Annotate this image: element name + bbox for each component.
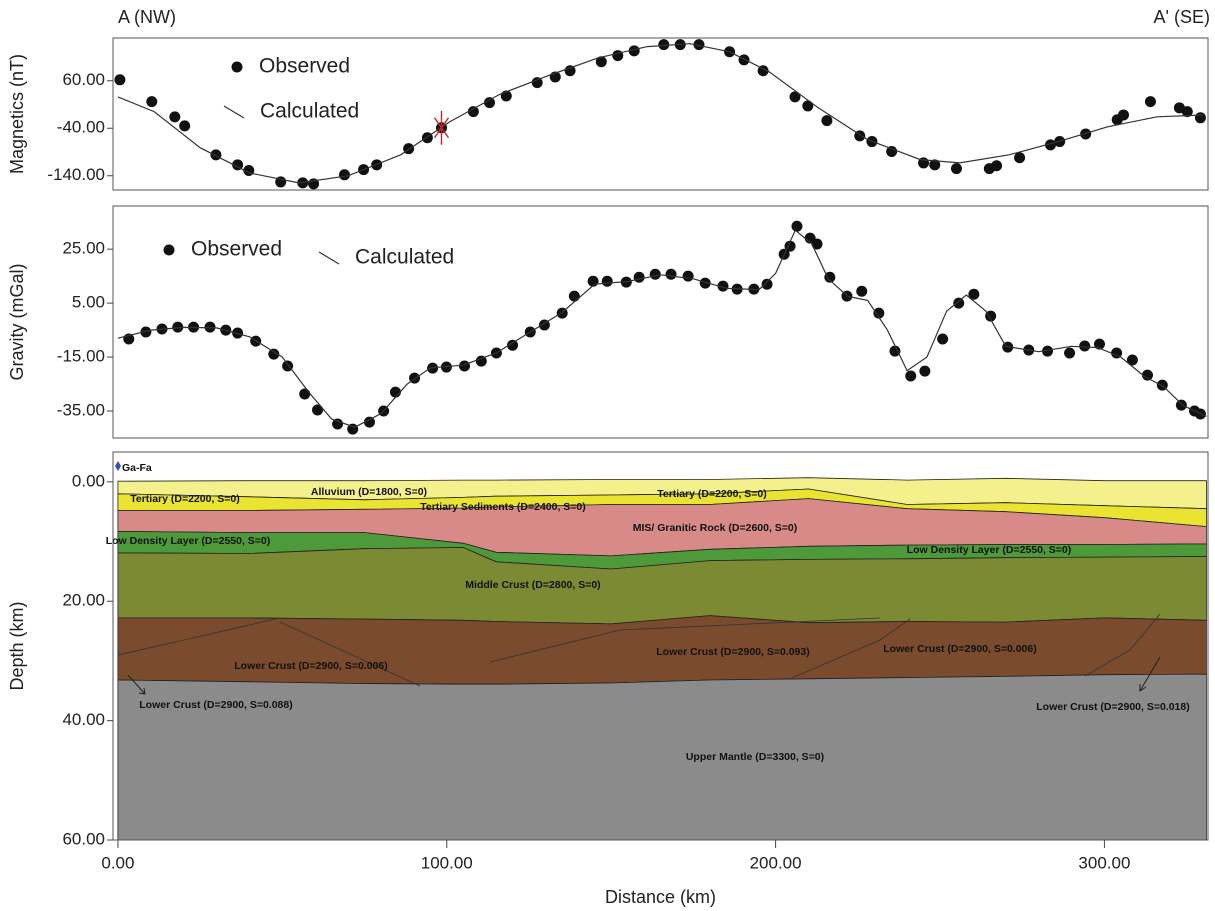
observed-point <box>666 269 677 280</box>
observed-point <box>1176 400 1187 411</box>
observed-point <box>802 100 813 111</box>
observed-point <box>612 50 623 61</box>
observed-point <box>953 298 964 309</box>
legend-dot <box>164 245 175 256</box>
y-tick-label: -40.00 <box>57 118 105 137</box>
layer-label: Alluvium (D=1800, S=0) <box>311 486 427 498</box>
observed-point <box>937 333 948 344</box>
x-tick-label: 200.00 <box>750 853 802 872</box>
profile-start: A (NW) <box>118 7 176 27</box>
observed-point <box>179 120 190 131</box>
y-tick-label: 60.00 <box>62 70 105 89</box>
observed-point <box>821 115 832 126</box>
legend-label: Observed <box>191 238 282 261</box>
observed-point <box>739 54 750 65</box>
layer-label: Tertiary (D=2200, S=0) <box>130 493 240 505</box>
legend-label: Calculated <box>260 100 359 123</box>
observed-point <box>991 160 1002 171</box>
y-axis-title: Magnetics (nT) <box>7 54 27 174</box>
observed-point <box>339 169 350 180</box>
y-tick-label: 0.00 <box>72 471 105 490</box>
layer-label: Upper Mantle (D=3300, S=0) <box>686 751 824 763</box>
legend-label: Observed <box>259 55 350 78</box>
y-tick-label: -35.00 <box>57 401 105 420</box>
y-tick-label: 20.00 <box>62 591 105 610</box>
observed-point <box>650 269 661 280</box>
y-tick-label: -15.00 <box>57 347 105 366</box>
observed-point <box>205 322 216 333</box>
observed-point <box>1079 341 1090 352</box>
x-tick-label: 0.00 <box>101 853 134 872</box>
observed-point <box>889 346 900 357</box>
layer-label: MIS/ Granitic Rock (D=2600, S=0) <box>633 522 798 534</box>
y-tick-label: 40.00 <box>62 710 105 729</box>
layer-label: Lower Crust (D=2900, S=0.006) <box>234 660 388 672</box>
layer-label: Tertiary Sediments (D=2400, S=0) <box>420 501 586 513</box>
observed-point <box>905 370 916 381</box>
x-tick-label: 100.00 <box>421 853 473 872</box>
observed-point <box>683 271 694 282</box>
layer-label: Ga-Fa <box>122 462 152 474</box>
profile-end: A' (SE) <box>1154 7 1210 27</box>
observed-point <box>1064 348 1075 359</box>
observed-point <box>1195 112 1206 123</box>
observed-point <box>146 96 157 107</box>
legend-label: Calculated <box>355 246 454 269</box>
y-tick-label: 25.00 <box>62 239 105 258</box>
layer-label: Lower Crust (D=2900, S=0.093) <box>656 646 810 658</box>
observed-point <box>569 291 580 302</box>
layer-label: Lower Crust (D=2900, S=0.088) <box>139 699 293 711</box>
observed-point <box>114 74 125 85</box>
layer-label: Middle Crust (D=2800, S=0) <box>465 579 600 591</box>
x-axis-title: Distance (km) <box>605 887 716 907</box>
y-axis-title: Depth (km) <box>7 601 27 690</box>
observed-point <box>791 221 802 232</box>
layer-label: Lower Crust (D=2900, S=0.018) <box>1036 701 1190 713</box>
x-tick-label: 300.00 <box>1078 853 1130 872</box>
y-axis-title: Gravity (mGal) <box>7 264 27 381</box>
observed-point <box>951 163 962 174</box>
observed-point <box>1014 152 1025 163</box>
figure: A (NW) A' (SE) Observed Calculated 60.00 -4… <box>0 0 1215 911</box>
observed-point <box>169 111 180 122</box>
observed-point <box>602 276 613 287</box>
legend-dot <box>232 62 243 73</box>
observed-point <box>210 149 221 160</box>
observed-point <box>856 286 867 297</box>
layer-label: Tertiary (D=2200, S=0) <box>657 488 767 500</box>
layer-label: Low Density Layer (D=2550, S=0) <box>106 535 271 547</box>
layer-label: Lower Crust (D=2900, S=0.006) <box>883 643 1037 655</box>
layer-label: Low Density Layer (D=2550, S=0) <box>907 544 1072 556</box>
observed-point <box>762 279 773 290</box>
y-tick-label: -140.00 <box>47 165 105 184</box>
observed-point <box>919 366 930 377</box>
observed-point <box>1145 96 1156 107</box>
y-tick-label: 60.00 <box>62 829 105 848</box>
y-tick-label: 5.00 <box>72 293 105 312</box>
observed-point <box>299 389 310 400</box>
observed-point <box>634 272 645 283</box>
observed-point <box>1118 109 1129 120</box>
observed-point <box>468 106 479 117</box>
